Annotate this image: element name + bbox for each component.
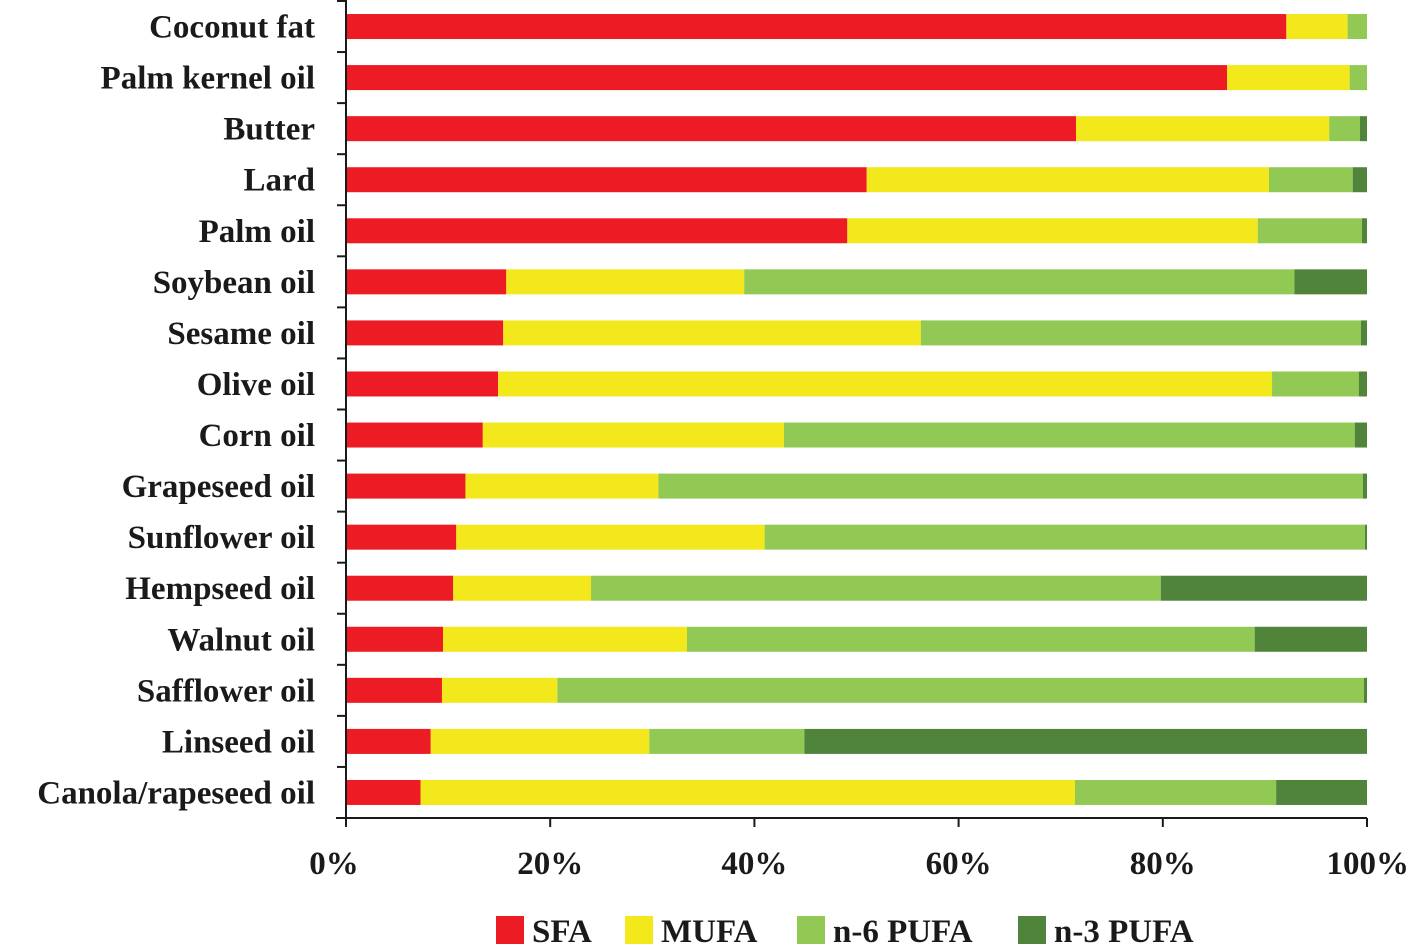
bar-grapeseed-oil-n-6-pufa: [658, 473, 1363, 499]
bar-olive-oil-n-6-pufa: [1272, 371, 1359, 397]
bar-soybean-oil-n-6-pufa: [744, 269, 1295, 295]
bar-safflower-oil-mufa: [441, 677, 558, 703]
bar-hempseed-oil-mufa: [453, 575, 592, 601]
bar-palm-oil-sfa: [346, 218, 848, 244]
bar-safflower-oil-n-3-pufa: [1363, 677, 1367, 703]
category-label-linseed-oil: Linseed oil: [162, 724, 315, 760]
bar-walnut-oil-n-6-pufa: [687, 626, 1255, 652]
bar-sunflower-oil-n-6-pufa: [764, 524, 1365, 550]
bar-linseed-oil-mufa: [430, 728, 650, 754]
legend-swatch-mufa: [625, 916, 653, 944]
category-label-hempseed-oil: Hempseed oil: [125, 571, 315, 607]
bar-soybean-oil-sfa: [346, 269, 507, 295]
legend-swatch-sfa: [496, 916, 524, 944]
bar-lard-sfa: [346, 167, 867, 193]
bar-canola-rapeseed-oil-mufa: [420, 779, 1075, 805]
legend: SFA MUFA n-6 PUFA n-3 PUFA: [496, 914, 1194, 946]
bar-lard-n-6-pufa: [1268, 167, 1353, 193]
bar-sunflower-oil-mufa: [456, 524, 765, 550]
bar-walnut-oil-sfa: [346, 626, 443, 652]
category-label-walnut-oil: Walnut oil: [167, 622, 315, 658]
category-label-sesame-oil: Sesame oil: [167, 316, 315, 352]
bar-lard-n-3-pufa: [1352, 167, 1367, 193]
x-tick-label: 0%: [309, 846, 359, 882]
bar-linseed-oil-n-6-pufa: [649, 728, 805, 754]
bar-canola-rapeseed-oil-n-3-pufa: [1276, 779, 1367, 805]
bar-palm-oil-n-3-pufa: [1361, 218, 1368, 244]
bar-palm-kernel-oil-mufa: [1227, 65, 1350, 91]
category-label-lard: Lard: [243, 163, 315, 199]
category-label-soybean-oil: Soybean oil: [153, 265, 315, 301]
bar-olive-oil-sfa: [346, 371, 499, 397]
bar-corn-oil-n-6-pufa: [784, 422, 1355, 448]
bar-walnut-oil-mufa: [443, 626, 688, 652]
bar-olive-oil-mufa: [498, 371, 1273, 397]
bar-butter-n-3-pufa: [1359, 116, 1367, 142]
bar-sunflower-oil-sfa: [346, 524, 457, 550]
bar-corn-oil-sfa: [346, 422, 483, 448]
category-label-grapeseed-oil: Grapeseed oil: [122, 469, 315, 505]
category-label-corn-oil: Corn oil: [199, 418, 315, 454]
legend-label-sfa: SFA: [532, 914, 592, 946]
bar-palm-kernel-oil-n-6-pufa: [1349, 65, 1367, 91]
bar-linseed-oil-sfa: [346, 728, 431, 754]
bar-corn-oil-n-3-pufa: [1354, 422, 1367, 448]
category-labels: Coconut fat Palm kernel oil Butter Lard Palm…: [37, 10, 315, 812]
category-label-canola-rapeseed-oil: Canola/rapeseed oil: [37, 775, 315, 811]
x-tick-label: 40%: [721, 846, 787, 882]
bar-olive-oil-n-3-pufa: [1358, 371, 1367, 397]
bar-soybean-oil-n-3-pufa: [1294, 269, 1367, 295]
bar-canola-rapeseed-oil-n-6-pufa: [1074, 779, 1277, 805]
x-tick-label: 80%: [1130, 846, 1196, 882]
bar-canola-rapeseed-oil-sfa: [346, 779, 421, 805]
legend-swatch-n-3-pufa: [1018, 916, 1046, 944]
category-label-palm-oil: Palm oil: [199, 214, 315, 250]
category-label-sunflower-oil: Sunflower oil: [128, 520, 315, 556]
bar-sesame-oil-sfa: [346, 320, 504, 346]
bar-sesame-oil-mufa: [503, 320, 921, 346]
category-label-olive-oil: Olive oil: [197, 367, 315, 403]
bar-safflower-oil-sfa: [346, 677, 442, 703]
category-label-safflower-oil: Safflower oil: [137, 673, 315, 709]
category-label-butter: Butter: [223, 112, 315, 148]
x-tick-label: 100%: [1327, 846, 1410, 882]
x-tick-label: 20%: [517, 846, 583, 882]
bar-sesame-oil-n-6-pufa: [920, 320, 1361, 346]
legend-swatch-n-6-pufa: [797, 916, 825, 944]
legend-label-n-6-pufa: n-6 PUFA: [833, 914, 973, 946]
bar-grapeseed-oil-mufa: [465, 473, 659, 499]
bar-butter-mufa: [1076, 116, 1330, 142]
bar-lard-mufa: [866, 167, 1269, 193]
bar-palm-oil-n-6-pufa: [1257, 218, 1362, 244]
bar-sunflower-oil-n-3-pufa: [1364, 524, 1367, 550]
bar-hempseed-oil-n-6-pufa: [591, 575, 1161, 601]
bar-safflower-oil-n-6-pufa: [557, 677, 1364, 703]
bar-coconut-fat-mufa: [1286, 14, 1348, 40]
bars-layer: [346, 14, 1368, 805]
bar-soybean-oil-mufa: [506, 269, 745, 295]
bar-palm-kernel-oil-sfa: [346, 65, 1228, 91]
bar-butter-n-6-pufa: [1329, 116, 1360, 142]
bar-butter-sfa: [346, 116, 1077, 142]
x-tick-labels: 0% 20% 40% 60% 80% 100%: [309, 846, 1409, 882]
bar-coconut-fat-n-6-pufa: [1347, 14, 1367, 40]
legend-label-n-3-pufa: n-3 PUFA: [1054, 914, 1194, 946]
bar-grapeseed-oil-n-3-pufa: [1362, 473, 1367, 499]
bar-palm-oil-mufa: [847, 218, 1258, 244]
bar-sesame-oil-n-3-pufa: [1360, 320, 1367, 346]
x-tick-label: 60%: [926, 846, 992, 882]
bar-walnut-oil-n-3-pufa: [1254, 626, 1367, 652]
bar-corn-oil-mufa: [482, 422, 785, 448]
bar-coconut-fat-sfa: [346, 14, 1287, 40]
category-label-palm-kernel-oil: Palm kernel oil: [101, 61, 315, 97]
category-label-coconut-fat: Coconut fat: [149, 10, 315, 46]
bar-grapeseed-oil-sfa: [346, 473, 466, 499]
legend-label-mufa: MUFA: [661, 914, 758, 946]
bar-linseed-oil-n-3-pufa: [804, 728, 1367, 754]
bar-hempseed-oil-n-3-pufa: [1160, 575, 1367, 601]
axes: [336, 0, 1368, 827]
bar-hempseed-oil-sfa: [346, 575, 454, 601]
